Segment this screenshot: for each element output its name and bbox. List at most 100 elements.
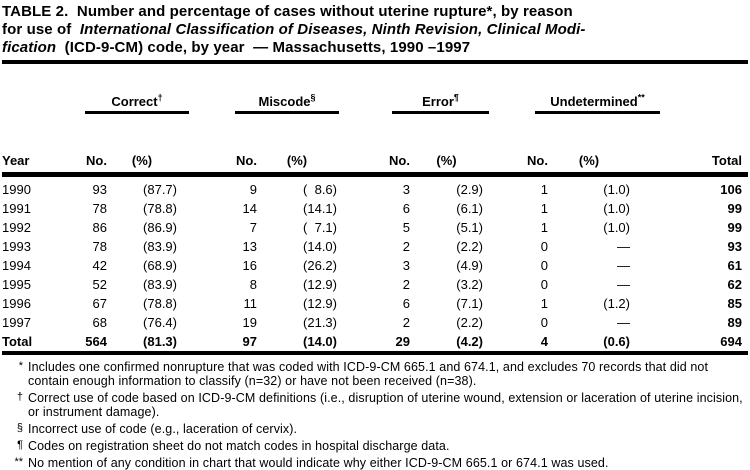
row-label: 1996 bbox=[2, 296, 31, 311]
cell-correct-pct: (76.4) bbox=[143, 315, 177, 330]
column-group-row: Correct† Miscode§ Error¶ Undetermined** bbox=[2, 64, 748, 144]
cell-undetermined-pct: — bbox=[617, 315, 630, 330]
double-asterisk-footnote-marker: ** bbox=[637, 92, 645, 103]
section-footnote-marker: § bbox=[310, 92, 316, 103]
cell-undetermined-pct: (0.6) bbox=[548, 332, 630, 355]
cell-correct-pct: (87.7) bbox=[143, 182, 177, 197]
column-group-miscode: Miscode§ bbox=[177, 64, 339, 144]
cell-error-pct: (3.2) bbox=[456, 277, 483, 292]
cell-total: 89 bbox=[727, 315, 742, 330]
footnote-text: Includes one confirmed nonrupture that w… bbox=[28, 360, 709, 388]
cell-correct-pct: (78.8) bbox=[143, 296, 177, 311]
table-row-1991: 1991 78 (78.8) 14 (14.1) 6 (6.1) 1 (1.0) 99 bbox=[2, 199, 748, 218]
cell-error-pct: (2.2) bbox=[456, 315, 483, 330]
column-header-miscode-no: No. bbox=[177, 144, 257, 177]
cell-total: 694 bbox=[630, 332, 748, 355]
cell-error-no: 29 bbox=[337, 332, 410, 355]
column-header-correct-pct: (%) bbox=[107, 144, 177, 177]
cell-undetermined-pct: (1.0) bbox=[603, 182, 630, 197]
cell-error-no: 5 bbox=[402, 220, 410, 235]
cell-miscode-no: 14 bbox=[242, 201, 257, 216]
cell-miscode-no: 9 bbox=[249, 182, 257, 197]
cell-miscode-no: 11 bbox=[243, 296, 258, 311]
table-row-1993: 1993 78 (83.9) 13 (14.0) 2 (2.2) 0 — 93 bbox=[2, 237, 748, 256]
cell-error-no: 2 bbox=[402, 239, 410, 254]
table-row-1997: 1997 68 (76.4) 19 (21.3) 2 (2.2) 0 — 89 bbox=[2, 313, 748, 332]
table-title: TABLE 2. Number and percentage of cases … bbox=[2, 3, 748, 57]
cell-correct-no: 68 bbox=[92, 315, 107, 330]
column-group-correct: Correct† bbox=[62, 64, 189, 144]
column-group-error: Error¶ bbox=[337, 64, 489, 144]
cell-undetermined-pct: — bbox=[617, 258, 630, 273]
cell-error-no: 2 bbox=[402, 277, 410, 292]
cell-total: 61 bbox=[727, 258, 742, 273]
cell-error-no: 6 bbox=[402, 296, 410, 311]
cell-undetermined-no: 0 bbox=[540, 258, 548, 273]
cell-correct-pct: (83.9) bbox=[143, 277, 177, 292]
pilcrow-footnote-marker: ¶ bbox=[453, 92, 459, 103]
footnote: § Incorrect use of code (e.g., laceration… bbox=[2, 422, 750, 436]
cell-correct-pct: (81.3) bbox=[107, 332, 177, 355]
cell-miscode-no: 97 bbox=[177, 332, 257, 355]
footnote: ¶ Codes on registration sheet do not matc… bbox=[2, 439, 750, 453]
column-group-label: Undetermined bbox=[550, 94, 638, 109]
column-group-label: Correct bbox=[111, 94, 158, 109]
footnote-marker: * bbox=[18, 360, 23, 372]
row-label: Total bbox=[2, 332, 62, 355]
title-rule bbox=[2, 60, 748, 64]
footnote-text: No mention of any condition in chart tha… bbox=[28, 456, 609, 470]
row-label: 1994 bbox=[2, 258, 31, 273]
table-row-1990: 1990 93 (87.7) 9 ( 8.6) 3 (2.9) 1 (1.0) 106 bbox=[2, 175, 748, 200]
cell-error-no: 6 bbox=[402, 201, 410, 216]
cell-error-pct: (7.1) bbox=[456, 296, 483, 311]
cell-correct-no: 564 bbox=[62, 332, 107, 355]
column-group-undetermined: Undetermined** bbox=[483, 64, 660, 144]
footnote: ** No mention of any condition in chart t… bbox=[2, 456, 750, 470]
cell-undetermined-no: 0 bbox=[540, 277, 548, 292]
cell-error-pct: (2.2) bbox=[456, 239, 483, 254]
cell-undetermined-no: 1 bbox=[540, 182, 548, 197]
cell-error-pct: (2.9) bbox=[456, 182, 483, 197]
footnote-marker: § bbox=[16, 422, 23, 434]
cell-undetermined-no: 0 bbox=[540, 239, 548, 254]
table-row-total: Total 564 (81.3) 97 (14.0) 29 (4.2) 4 (0.6) 694 bbox=[2, 332, 748, 355]
cell-total: 106 bbox=[720, 182, 742, 197]
cell-undetermined-pct: (1.0) bbox=[603, 220, 630, 235]
cell-miscode-pct: (14.1) bbox=[303, 201, 337, 216]
column-header-year: Year bbox=[2, 144, 62, 177]
table-row-1996: 1996 67 (78.8) 11 (12.9) 6 (7.1) 1 (1.2) 85 bbox=[2, 294, 748, 313]
cell-miscode-pct: (14.0) bbox=[303, 239, 337, 254]
cell-undetermined-no: 4 bbox=[483, 332, 548, 355]
cell-miscode-pct: (12.9) bbox=[303, 277, 337, 292]
cell-undetermined-no: 1 bbox=[540, 220, 548, 235]
column-header-error-pct: (%) bbox=[410, 144, 483, 177]
row-label: 1991 bbox=[2, 201, 31, 216]
cell-miscode-pct: (21.3) bbox=[303, 315, 337, 330]
cell-error-no: 2 bbox=[402, 315, 410, 330]
table-title-line: for use of International Classification … bbox=[2, 21, 586, 38]
column-header-undetermined-no: No. bbox=[483, 144, 548, 177]
cell-undetermined-pct: (1.2) bbox=[603, 296, 630, 311]
row-label: 1990 bbox=[2, 182, 31, 197]
cell-miscode-pct: (12.9) bbox=[303, 296, 337, 311]
footnote-marker: † bbox=[16, 391, 23, 403]
cell-correct-no: 52 bbox=[92, 277, 107, 292]
cell-correct-pct: (68.9) bbox=[143, 258, 177, 273]
row-label: 1993 bbox=[2, 239, 31, 254]
cell-miscode-no: 13 bbox=[242, 239, 257, 254]
cell-total: 99 bbox=[727, 220, 742, 235]
cell-undetermined-no: 0 bbox=[540, 315, 548, 330]
table-row-1995: 1995 52 (83.9) 8 (12.9) 2 (3.2) 0 — 62 bbox=[2, 275, 748, 294]
cell-miscode-no: 16 bbox=[242, 258, 257, 273]
cell-total: 62 bbox=[727, 277, 742, 292]
cell-undetermined-no: 1 bbox=[540, 201, 548, 216]
cell-miscode-pct: ( 7.1) bbox=[303, 220, 337, 235]
footnotes-block: * Includes one confirmed nonrupture that … bbox=[2, 360, 750, 470]
icd9-cases-table: Correct† Miscode§ Error¶ Undetermined** … bbox=[2, 64, 748, 355]
cell-miscode-no: 8 bbox=[249, 277, 257, 292]
row-label: 1997 bbox=[2, 315, 31, 330]
cell-correct-no: 86 bbox=[92, 220, 107, 235]
cell-error-no: 3 bbox=[402, 182, 410, 197]
table-title-line: TABLE 2. Number and percentage of cases … bbox=[2, 3, 573, 20]
row-label: 1995 bbox=[2, 277, 31, 292]
